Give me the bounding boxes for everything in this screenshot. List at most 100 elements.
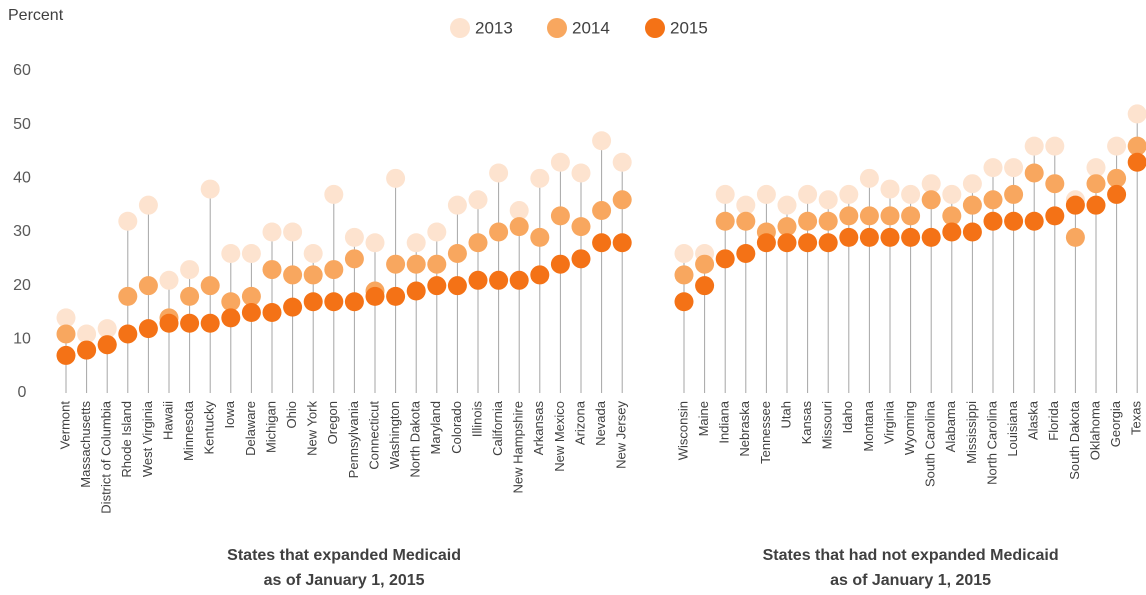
group-label: States that had not expanded Medicaid bbox=[763, 547, 1059, 564]
x-tick-label: Vermont bbox=[57, 401, 72, 450]
dot bbox=[447, 195, 467, 215]
dot bbox=[386, 168, 406, 188]
dot bbox=[427, 276, 447, 296]
x-tick-label: Minnesota bbox=[181, 400, 196, 461]
x-tick-label: New Hampshire bbox=[511, 401, 526, 493]
x-tick-label: North Dakota bbox=[408, 400, 423, 477]
dot bbox=[962, 174, 982, 194]
dot bbox=[447, 276, 467, 296]
dot bbox=[468, 190, 488, 210]
dot bbox=[221, 292, 241, 312]
x-tick-label: Arizona bbox=[572, 400, 587, 445]
dot bbox=[880, 227, 900, 247]
dot bbox=[921, 190, 941, 210]
x-tick-label: Washington bbox=[387, 401, 402, 469]
x-tick-label: New Mexico bbox=[552, 401, 567, 472]
x-tick-label: Oklahoma bbox=[1087, 400, 1102, 460]
x-tick-label: Texas bbox=[1129, 401, 1144, 435]
dot bbox=[859, 206, 879, 226]
dot bbox=[427, 222, 447, 242]
x-tick-label: New York bbox=[305, 401, 320, 456]
dot bbox=[138, 276, 158, 296]
dot bbox=[1086, 158, 1106, 178]
dot bbox=[880, 179, 900, 199]
dot bbox=[695, 276, 715, 296]
dot bbox=[324, 292, 344, 312]
x-tick-label: Maryland bbox=[428, 401, 443, 454]
dot bbox=[489, 270, 509, 290]
dot bbox=[489, 163, 509, 183]
dot bbox=[303, 243, 323, 263]
legend-marker bbox=[450, 18, 470, 38]
dot bbox=[1045, 174, 1065, 194]
dot bbox=[509, 217, 529, 237]
dot bbox=[447, 243, 467, 263]
group-label: as of January 1, 2015 bbox=[830, 572, 991, 589]
y-axis-label: Percent bbox=[8, 7, 64, 24]
dot bbox=[427, 254, 447, 274]
dot bbox=[344, 292, 364, 312]
dot bbox=[241, 286, 261, 306]
x-tick-label: Colorado bbox=[449, 401, 464, 454]
x-tick-label: Alaska bbox=[1026, 400, 1041, 440]
x-tick-label: Florida bbox=[1046, 400, 1061, 441]
dot bbox=[56, 345, 76, 365]
dot bbox=[592, 201, 612, 221]
dot bbox=[550, 206, 570, 226]
dot bbox=[1024, 136, 1044, 156]
x-tick-label: South Carolina bbox=[923, 400, 938, 487]
dot bbox=[324, 260, 344, 280]
dot bbox=[406, 281, 426, 301]
dot bbox=[736, 243, 756, 263]
dot bbox=[283, 265, 303, 285]
x-tick-label: Michigan bbox=[263, 401, 278, 453]
dot bbox=[592, 233, 612, 253]
dot bbox=[386, 286, 406, 306]
x-tick-label: Illinois bbox=[469, 401, 484, 438]
dot bbox=[550, 254, 570, 274]
dot bbox=[839, 206, 859, 226]
legend-marker bbox=[645, 18, 665, 38]
dot bbox=[1004, 211, 1024, 231]
dot bbox=[798, 211, 818, 231]
dot bbox=[612, 190, 632, 210]
dot bbox=[571, 217, 591, 237]
y-tick-label: 0 bbox=[18, 384, 27, 401]
dot bbox=[921, 174, 941, 194]
group-label: States that expanded Medicaid bbox=[227, 547, 461, 564]
x-tick-label: Tennessee bbox=[758, 401, 773, 464]
dot bbox=[180, 313, 200, 333]
dot bbox=[530, 227, 550, 247]
dot bbox=[1045, 136, 1065, 156]
dot bbox=[324, 184, 344, 204]
dot bbox=[159, 313, 179, 333]
dot bbox=[138, 195, 158, 215]
dot bbox=[56, 324, 76, 344]
x-tick-label: West Virginia bbox=[140, 400, 155, 477]
x-tick-label: Rhode Island bbox=[119, 401, 134, 478]
dot bbox=[56, 308, 76, 328]
dot bbox=[839, 184, 859, 204]
legend-label: 2013 bbox=[475, 18, 513, 37]
dot bbox=[468, 233, 488, 253]
dot bbox=[674, 292, 694, 312]
dot bbox=[777, 233, 797, 253]
dot bbox=[983, 158, 1003, 178]
dot bbox=[839, 227, 859, 247]
x-tick-label: Kansas bbox=[799, 401, 814, 445]
dot bbox=[736, 211, 756, 231]
dot bbox=[1107, 136, 1127, 156]
dot bbox=[509, 270, 529, 290]
x-tick-label: Connecticut bbox=[366, 401, 381, 470]
dot bbox=[344, 227, 364, 247]
x-tick-label: Hawaii bbox=[160, 401, 175, 440]
x-tick-label: Montana bbox=[861, 400, 876, 451]
x-tick-label: Ohio bbox=[284, 401, 299, 428]
dot bbox=[1086, 195, 1106, 215]
x-tick-label: California bbox=[490, 400, 505, 456]
y-tick-label: 10 bbox=[13, 331, 31, 348]
dot bbox=[859, 227, 879, 247]
dot bbox=[715, 249, 735, 269]
x-tick-label: North Carolina bbox=[984, 400, 999, 485]
